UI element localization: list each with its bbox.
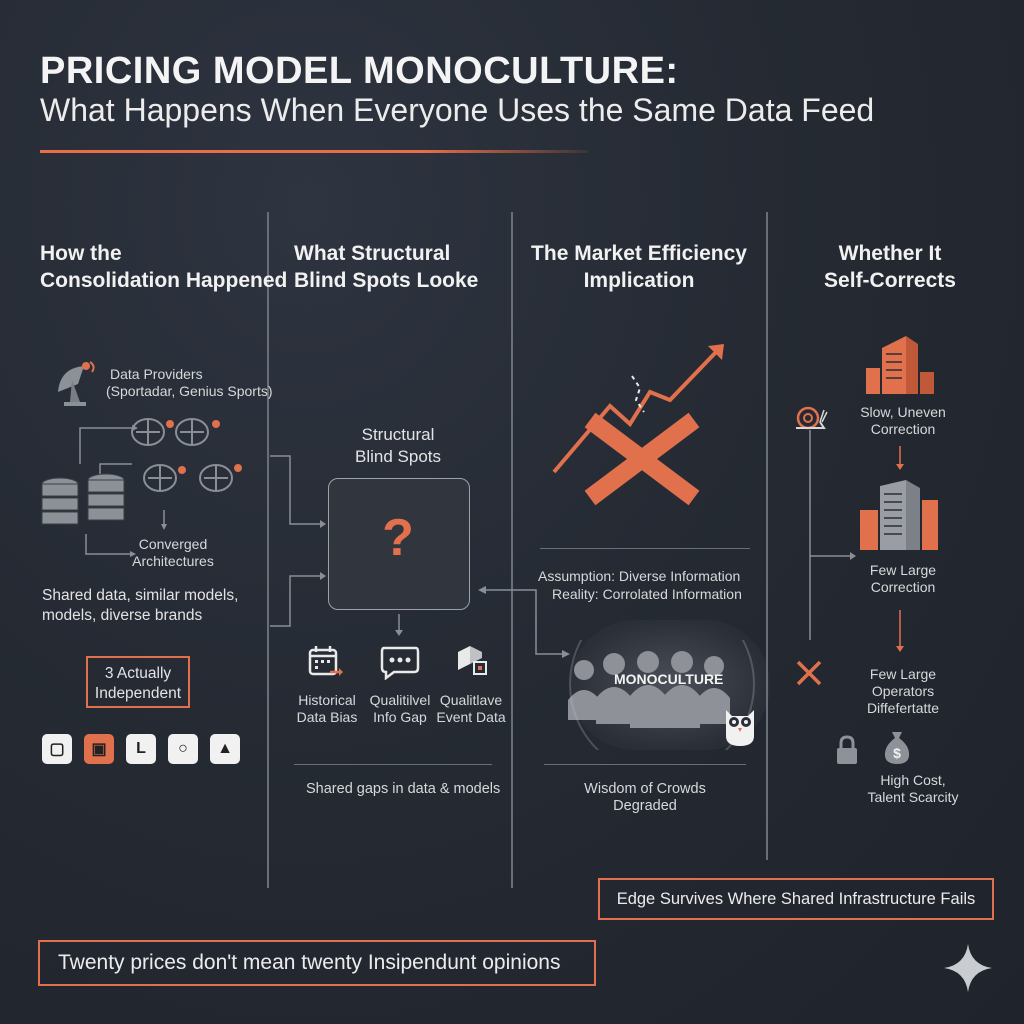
calendar-icon [308,646,343,676]
monoculture-label: MONOCULTURE [614,671,724,687]
col3-bottom-separator [544,764,746,765]
reality-text: Reality: Corrolated Information [552,586,742,602]
data-providers-label: Data Providers (Sportadar, Genius Sports… [106,366,273,399]
historical-data-bias-label: Historical Data Bias [296,692,358,725]
down-arrow-col4-b [896,610,904,652]
structural-blind-spots-title: Structural Blind Spots [355,425,441,466]
database-icon [41,473,125,525]
brain-network-icon [131,418,242,492]
snail-icon [796,406,828,430]
bottom-callout: Twenty prices don't mean twenty Insipend… [38,940,596,986]
lock-icon [837,735,857,764]
info-gap-label: Qualitilvel Info Gap [369,692,431,725]
converged-architectures-label: Converged Architectures [132,536,214,569]
chat-icon [380,646,420,680]
page-subtitle: What Happens When Everyone Uses the Same… [40,92,875,128]
assumption-text: Assumption: Diverse Information [538,568,741,584]
operator-logo-3: L [126,734,156,764]
column-2-heading: What Structural Blind Spots Looke [294,242,479,292]
operator-logo-row: ▢ ▣ L ○ ▲ [42,734,240,764]
money-bag-icon: $ [884,732,910,764]
column-3-heading: The Market Efficiency Implication [531,242,747,292]
edge-survives-callout: Edge Survives Where Shared Infrastructur… [598,878,994,920]
title-underline [40,150,588,153]
few-large-correction-label: Few Large Correction [869,562,937,595]
column-divider-2 [511,212,513,888]
operator-logo-5: ▲ [210,734,240,764]
trend-cross-icon [552,344,724,506]
close-icon [796,660,822,686]
building-orange-icon [866,336,934,394]
building-gray-icon [860,480,938,550]
satellite-dish-icon [58,361,95,406]
column-divider-3 [766,212,768,860]
flow-bracket-col4 [809,430,856,640]
flow-arrows-col1 [79,425,167,557]
col2-separator [294,764,492,765]
operator-logo-4: ○ [168,734,198,764]
independent-callout: 3 Actually Independent [86,656,190,708]
flow-arrows-col2 [270,455,326,627]
flow-arrows-col3 [478,586,570,658]
sparkle-icon [944,944,992,992]
column-4-heading: Whether It Self-Corrects [824,242,956,292]
shared-gaps-label: Shared gaps in data & models [306,781,501,797]
consolidation-summary: Shared data, similar models, models, div… [42,587,239,624]
crowd-icon [568,640,755,750]
slow-correction-label: Slow, Uneven Correction [860,404,946,437]
down-arrow-col2 [395,614,403,636]
down-arrow-col4-a [896,446,904,470]
column-divider-1 [267,212,269,888]
high-cost-label: High Cost, Talent Scarcity [867,772,959,805]
svg-text:$: $ [893,745,901,761]
few-large-operators-label: Few Large Operators Diffefertatte [866,666,940,716]
event-data-label: Qualitlave Event Data [436,692,506,725]
col3-top-separator [540,548,750,549]
wisdom-of-crowds-label: Wisdom of Crowds Degraded [584,781,706,814]
cube-icon [458,646,487,675]
operator-logo-2: ▣ [84,734,114,764]
page-title: PRICING MODEL MONOCULTURE: [40,50,679,92]
column-1-heading: How the Consolidation Happened [40,242,288,292]
question-mark-icon: ? [382,509,414,567]
owl-icon [726,710,754,746]
operator-logo-1: ▢ [42,734,72,764]
blind-spots-box [328,478,470,610]
